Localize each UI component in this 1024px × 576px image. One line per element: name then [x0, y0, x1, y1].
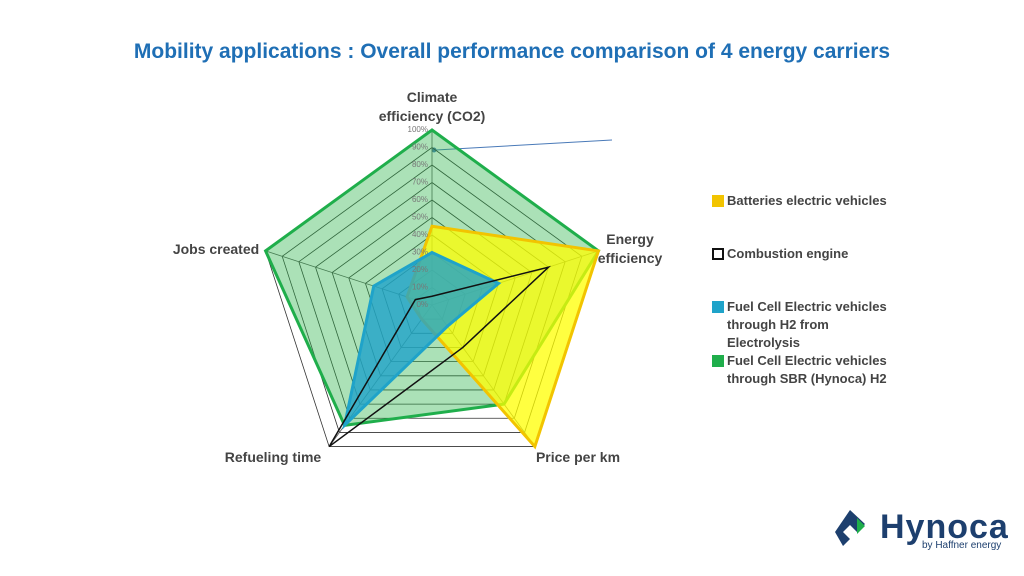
legend-entry: Batteries electric vehicles: [712, 192, 892, 210]
r-tick-label: 40%: [412, 230, 428, 239]
legend-label: Fuel Cell Electric vehicles through H2 f…: [727, 299, 887, 350]
arrow-head: [431, 147, 437, 153]
category-label: Jobs created: [172, 241, 260, 257]
legend-label: Fuel Cell Electric vehicles through SBR …: [727, 353, 887, 386]
legend-label: Batteries electric vehicles: [727, 193, 887, 208]
r-tick-label: 30%: [412, 248, 428, 257]
r-tick-label: 90%: [412, 143, 428, 152]
r-tick-label: 0%: [416, 300, 428, 309]
plot-area: 0% 10% 20% 30% 40% 50% 60% 70% 80% 90% 100%: [263, 125, 601, 450]
logo-tagline: by Haffner energy: [922, 540, 1002, 551]
category-label: Climate efficiency (CO2): [378, 89, 486, 124]
r-tick-label: 10%: [412, 283, 428, 292]
legend-swatch: [712, 301, 724, 313]
r-tick-label: 50%: [412, 213, 428, 222]
logo: Hynoca: [880, 508, 1009, 546]
legend-entry: Fuel Cell Electric vehicles through H2 f…: [712, 298, 892, 352]
logo-icon: [835, 510, 865, 546]
legend-swatch: [712, 248, 724, 260]
legend-swatch: [712, 355, 724, 367]
r-tick-label: 80%: [412, 160, 428, 169]
category-label: Price per km: [535, 449, 621, 465]
category-label: Energy efficiency: [597, 231, 663, 266]
category-label: Refueling time: [224, 449, 322, 465]
legend-swatch: [712, 195, 724, 207]
r-tick-label: 20%: [412, 265, 428, 274]
r-tick-label: 100%: [408, 125, 428, 134]
legend-label: Combustion engine: [727, 246, 849, 261]
r-tick-label: 70%: [412, 178, 428, 187]
chart-title: Mobility applications : Overall performa…: [133, 40, 891, 63]
series-area: [342, 250, 502, 430]
r-tick-label: 60%: [412, 195, 428, 204]
series-area: [328, 265, 552, 448]
legend-entry: Fuel Cell Electric vehicles through SBR …: [712, 352, 892, 388]
grid-line: [281, 147, 583, 433]
annotation-arrow: [435, 139, 613, 151]
legend-entry: Combustion engine: [712, 245, 892, 263]
